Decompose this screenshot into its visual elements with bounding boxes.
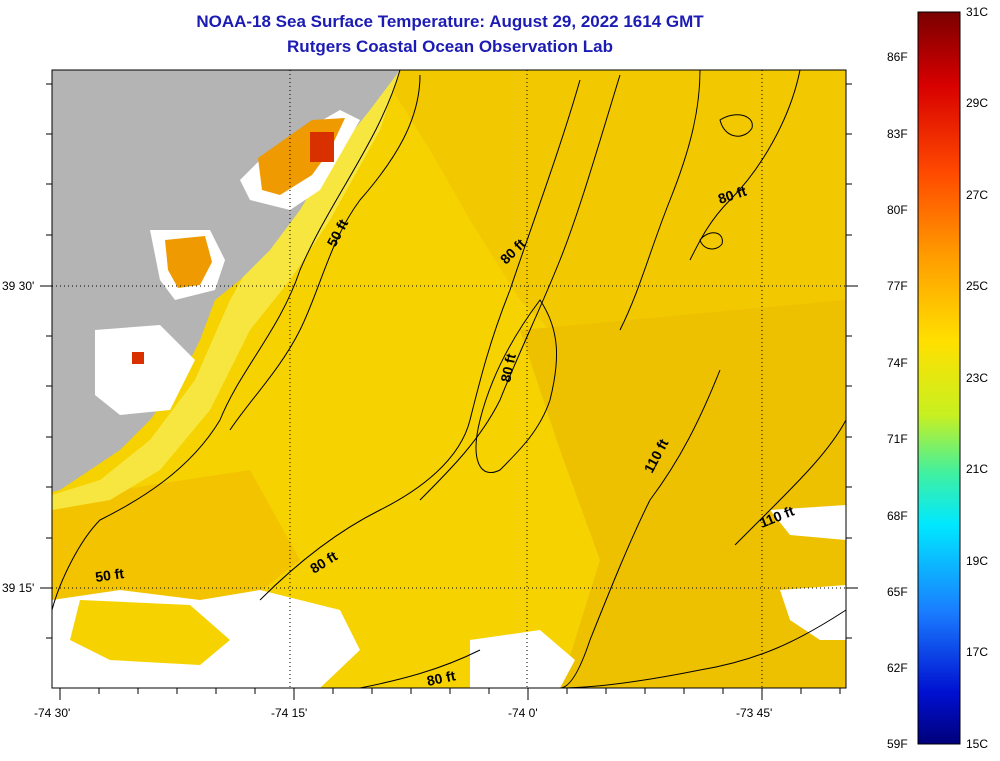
fahrenheit-label: 62F <box>887 661 908 675</box>
celsius-label: 19C <box>966 554 989 568</box>
colorbar <box>917 11 961 745</box>
fahrenheit-label: 59F <box>887 737 908 751</box>
fahrenheit-label: 68F <box>887 509 908 523</box>
map-title: NOAA-18 Sea Surface Temperature: August … <box>196 12 704 31</box>
contour-label: 80 ft <box>425 667 457 689</box>
celsius-label: 29C <box>966 96 989 110</box>
hot-bay <box>310 132 334 162</box>
fahrenheit-label: 83F <box>887 127 908 141</box>
lon-label: -74 15' <box>271 706 308 720</box>
sst-patch <box>70 600 230 665</box>
sst-patch <box>52 470 300 600</box>
cloud-patch <box>770 505 846 540</box>
plot-frame <box>51 69 847 689</box>
celsius-label: 23C <box>966 371 989 385</box>
celsius-label: 17C <box>966 645 989 659</box>
celsius-label: 25C <box>966 279 989 293</box>
lat-label: 39 15' <box>2 581 35 595</box>
fahrenheit-label: 77F <box>887 279 908 293</box>
lon-label: -73 45' <box>736 706 773 720</box>
fahrenheit-label: 80F <box>887 203 908 217</box>
lon-label: -74 30' <box>34 706 71 720</box>
warm-bay <box>165 236 212 288</box>
lon-label: -74 0' <box>508 706 538 720</box>
hot-bay <box>132 352 144 364</box>
fahrenheit-label: 65F <box>887 585 908 599</box>
celsius-label: 21C <box>966 462 989 476</box>
graticule <box>52 70 846 688</box>
celsius-label: 27C <box>966 188 989 202</box>
fahrenheit-label: 74F <box>887 356 908 370</box>
bay-cloud <box>95 325 195 415</box>
sst-patch <box>520 300 846 688</box>
celsius-label: 31C <box>966 5 989 19</box>
contour-label: 50 ft <box>94 565 125 585</box>
celsius-label: 15C <box>966 737 989 751</box>
cloud-patch <box>780 585 846 640</box>
frame-ticks <box>40 83 858 700</box>
fahrenheit-label: 86F <box>887 50 908 64</box>
contour-label: 80 ft <box>497 352 519 384</box>
map-subtitle: Rutgers Coastal Ocean Observation Lab <box>287 37 613 56</box>
lat-label: 39 30' <box>2 279 35 293</box>
fahrenheit-label: 71F <box>887 432 908 446</box>
bathymetry-contours <box>51 69 847 689</box>
cloud-patch <box>470 630 575 688</box>
